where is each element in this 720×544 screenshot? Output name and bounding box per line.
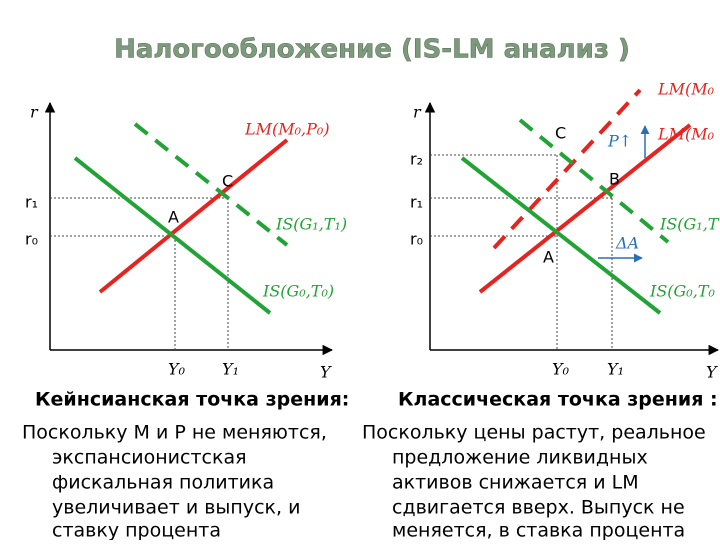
point-label: C <box>222 172 233 191</box>
curve-label: LM(M₀ <box>657 125 715 144</box>
point-label: C <box>555 124 566 143</box>
text-line: активов снижается и LM <box>392 472 639 494</box>
tick-label: Y₀ <box>552 360 570 379</box>
axis-label: Y <box>706 363 718 382</box>
tick-label: r₀ <box>25 230 38 249</box>
curve-label: LM(M₀,P₀) <box>244 120 330 139</box>
annotation: ΔA <box>615 234 639 253</box>
text-line: предложение ликвидных <box>392 447 648 469</box>
heading: Классическая точка зрения : <box>398 389 718 411</box>
is1-curve <box>133 122 289 247</box>
lm1-curve <box>492 88 642 250</box>
is1-curve <box>518 118 670 244</box>
tick-label: Y₀ <box>168 360 186 379</box>
annotation: P↑ <box>607 132 632 151</box>
text-line: экспансионистская <box>52 447 247 469</box>
text-line: сдвигается вверх. Выпуск не <box>392 497 685 519</box>
is0-curve <box>73 156 272 315</box>
text-line: фискальная политика <box>52 472 274 494</box>
lm-curve <box>98 138 289 294</box>
axis-label: r <box>413 103 422 122</box>
tick-label: r₂ <box>410 150 423 169</box>
curve-label: LM(M₀ <box>657 80 715 99</box>
point-label: B <box>609 170 620 189</box>
text-line: увеличивает и выпуск, и <box>52 497 300 519</box>
point-label: A <box>543 248 554 267</box>
text-line: Поскольку цены растут, реальное <box>362 422 706 444</box>
heading: Кейнсианская точка зрения: <box>35 389 349 411</box>
right-diagram: r Y r₂ r₁ r₀ Y₀ Y₁ LM(M₀ LM(M₀ IS(G₁,T I… <box>410 80 720 382</box>
text-line: меняется, в ставка процента <box>392 520 685 541</box>
left-diagram: r Y r₁ r₀ Y₀ Y₁ LM(M₀,P₀) IS(G₁,T₁) IS(G… <box>25 101 347 382</box>
curve-label: IS(G₀,T₀ <box>649 282 715 301</box>
curve-label: IS(G₀,T₀) <box>262 282 334 301</box>
tick-label: r₀ <box>410 230 423 249</box>
is0-curve <box>460 156 662 315</box>
lm0-curve <box>478 123 692 294</box>
tick-label: Y₁ <box>222 360 239 379</box>
tick-label: Y₁ <box>607 360 624 379</box>
point-label: A <box>168 208 179 227</box>
tick-label: r₁ <box>410 193 423 212</box>
curve-label: IS(G₁,T₁) <box>275 215 347 234</box>
title: Налогообложение (IS-LM анализ ) <box>114 35 630 65</box>
axis-label: r <box>30 103 39 122</box>
text-line: ставку процента <box>52 520 221 541</box>
axis-label: Y <box>320 363 332 382</box>
tick-label: r₁ <box>25 193 38 212</box>
curve-label: IS(G₁,T <box>659 215 720 234</box>
text-line: Поскольку M и P не меняются, <box>22 422 327 444</box>
